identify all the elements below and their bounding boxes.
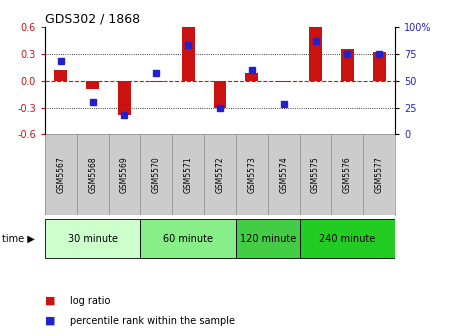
Text: GSM5574: GSM5574 [279,156,288,193]
Text: 120 minute: 120 minute [240,234,296,244]
Text: log ratio: log ratio [70,296,110,306]
Text: GSM5575: GSM5575 [311,156,320,193]
Text: 60 minute: 60 minute [163,234,213,244]
FancyBboxPatch shape [45,219,141,258]
Text: GSM5577: GSM5577 [375,156,384,193]
Text: GDS302 / 1868: GDS302 / 1868 [45,13,140,26]
Text: GSM5570: GSM5570 [152,156,161,193]
Text: percentile rank within the sample: percentile rank within the sample [70,316,234,326]
Bar [54,70,67,81]
Text: GSM5569: GSM5569 [120,156,129,193]
Text: 30 minute: 30 minute [68,234,118,244]
Text: GSM5568: GSM5568 [88,156,97,193]
Bar [246,74,258,81]
Bar [150,81,163,82]
FancyBboxPatch shape [299,219,395,258]
Text: GSM5576: GSM5576 [343,156,352,193]
Bar [118,81,131,115]
Text: 240 minute: 240 minute [319,234,375,244]
Text: GSM5572: GSM5572 [216,156,224,193]
Bar [309,27,322,81]
Bar [214,81,226,108]
Text: GSM5567: GSM5567 [56,156,65,193]
Bar [277,81,290,82]
Text: time ▶: time ▶ [2,234,35,244]
Text: ■: ■ [45,316,55,326]
Bar [341,49,354,81]
Bar [86,81,99,89]
Text: ■: ■ [45,296,55,306]
Bar [373,52,386,81]
FancyBboxPatch shape [141,219,236,258]
Text: GSM5573: GSM5573 [247,156,256,193]
FancyBboxPatch shape [236,219,299,258]
Bar [182,27,194,81]
Text: GSM5571: GSM5571 [184,156,193,193]
